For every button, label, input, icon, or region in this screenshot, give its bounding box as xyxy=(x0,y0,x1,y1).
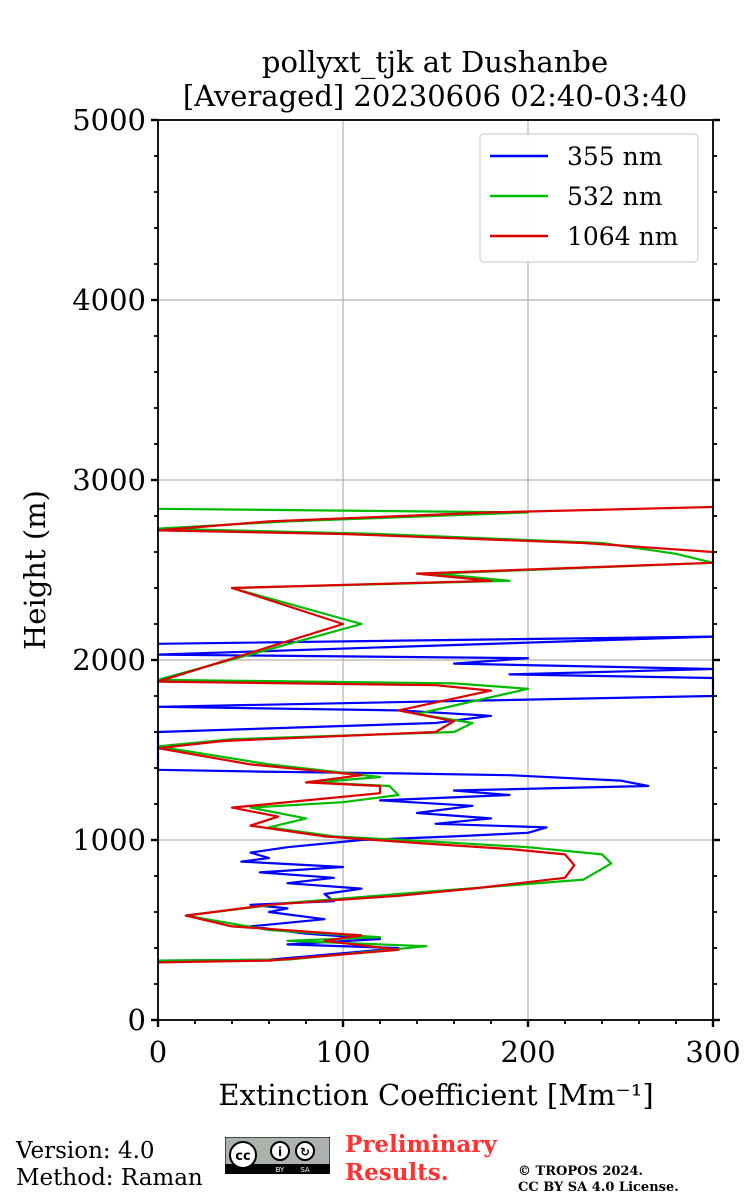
svg-text:cc: cc xyxy=(235,1149,250,1164)
y-tick-label: 4000 xyxy=(72,283,146,317)
legend-box xyxy=(479,133,699,263)
axis-ticks xyxy=(151,118,720,1027)
x-tick-label: 100 xyxy=(315,1035,370,1069)
series-line-355-nm xyxy=(156,635,715,962)
y-tick-label: 3000 xyxy=(72,463,146,497)
version-text: Version: 4.0 xyxy=(16,1138,155,1164)
x-axis-label: Extinction Coefficient [Mm⁻¹] xyxy=(218,1078,653,1112)
legend-label: 355 nm xyxy=(567,142,663,171)
y-tick-label: 2000 xyxy=(72,643,146,677)
chart-title-block: pollyxt_tjk at Dushanbe [Averaged] 20230… xyxy=(0,45,750,113)
by-icon xyxy=(270,1141,290,1161)
y-tick-label: 5000 xyxy=(72,103,146,137)
x-tick-label: 0 xyxy=(149,1035,167,1069)
extinction-profile-chart: 0 1000 2000 3000 4000 5000 0 100 200 300 Extincti… xyxy=(18,103,741,1112)
x-tick-label: 300 xyxy=(685,1035,740,1069)
y-tick-label: 1000 xyxy=(72,823,146,857)
chart-subtitle: [Averaged] 20230606 02:40-03:40 xyxy=(182,79,688,113)
copyright-notice: © TROPOS 2024. CC BY SA 4.0 License. xyxy=(518,1164,679,1196)
cc-icon xyxy=(229,1141,257,1169)
copyright-line-2: CC BY SA 4.0 License. xyxy=(518,1180,679,1195)
legend-label: 1064 nm xyxy=(567,222,679,251)
sa-icon xyxy=(295,1141,315,1161)
badge-sa-label: SA xyxy=(300,1166,310,1174)
series-lines xyxy=(156,505,715,964)
chart-title: pollyxt_tjk at Dushanbe xyxy=(261,45,609,79)
tick-labels: 0 1000 2000 3000 4000 5000 0 100 200 300 xyxy=(72,103,740,1069)
svg-text:i: i xyxy=(278,1145,282,1159)
plot-frame xyxy=(157,119,714,1021)
y-tick-label: 0 xyxy=(128,1003,146,1037)
legend-label: 532 nm xyxy=(567,182,663,211)
x-tick-label: 200 xyxy=(500,1035,555,1069)
y-axis-label: Height (m) xyxy=(18,490,52,650)
footer-info: Version: 4.0 Method: Raman xyxy=(16,1138,203,1192)
method-text: Method: Raman xyxy=(16,1165,203,1191)
cc-by-sa-badge: cc i ↻ BY SA xyxy=(225,1137,330,1174)
badge-by-label: BY xyxy=(276,1166,285,1174)
legend: 355 nm 532 nm 1064 nm xyxy=(479,133,699,263)
series-line-1064-nm xyxy=(156,505,715,964)
preliminary-notice: Preliminary Results. xyxy=(345,1131,497,1187)
preliminary-line-2: Results. xyxy=(345,1159,449,1186)
preliminary-line-1: Preliminary xyxy=(345,1131,497,1158)
copyright-line-1: © TROPOS 2024. xyxy=(518,1164,644,1179)
svg-text:↻: ↻ xyxy=(300,1145,310,1159)
